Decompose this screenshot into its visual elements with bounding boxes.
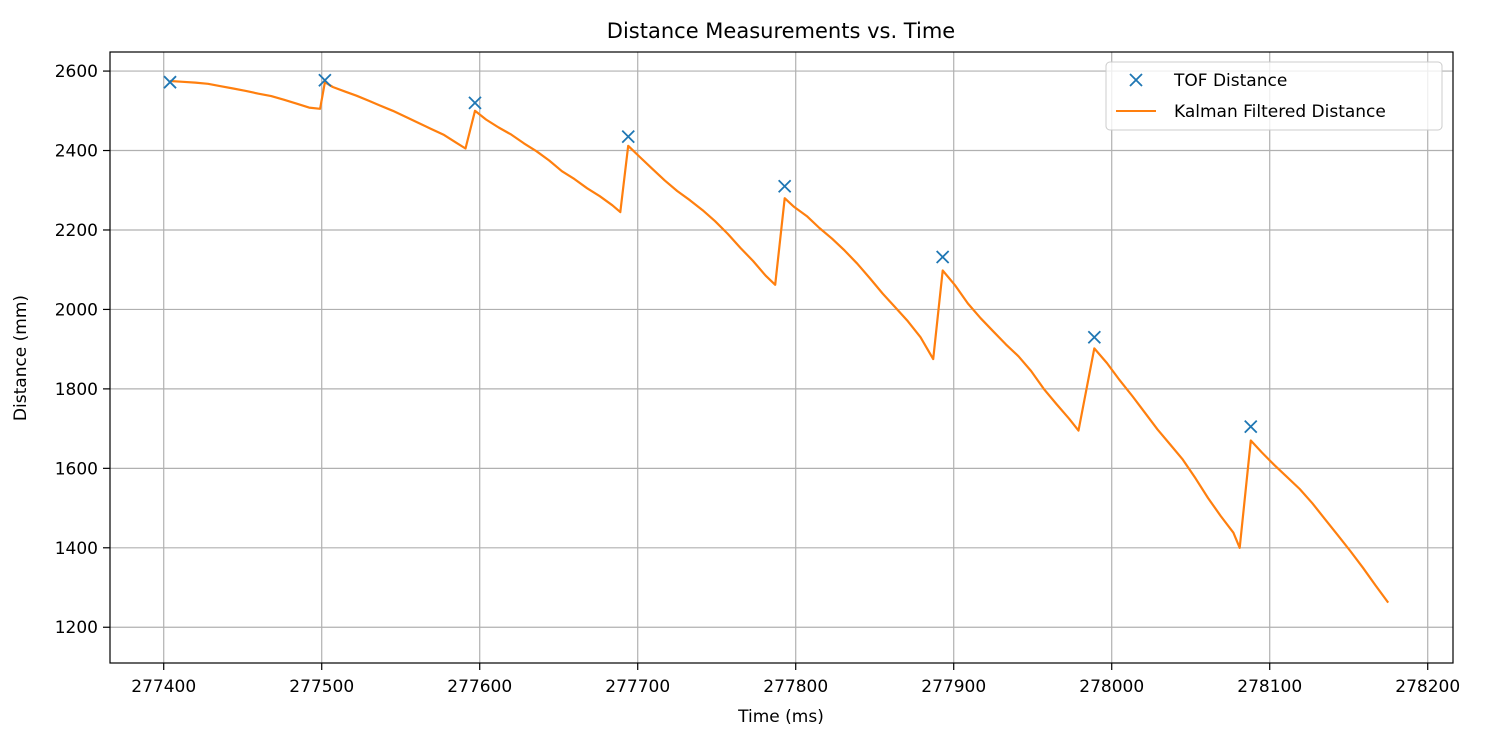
y-tick-label: 1400 [55, 539, 98, 559]
legend-marker-tof [1129, 73, 1143, 87]
x-tick-label: 277600 [447, 677, 512, 697]
chart-title: Distance Measurements vs. Time [607, 19, 955, 43]
x-tick-label: 277700 [605, 677, 670, 697]
tof-data-point [163, 75, 177, 89]
tof-data-point [936, 250, 950, 264]
series-layer [163, 73, 1390, 604]
x-tick-label: 278000 [1079, 677, 1144, 697]
legend: TOF Distance Kalman Filtered Distance [1105, 61, 1443, 131]
y-axis-label: Distance (mm) [11, 295, 31, 421]
legend-label-kalman: Kalman Filtered Distance [1174, 102, 1386, 122]
x-axis-label: Time (ms) [737, 707, 824, 727]
tof-data-point [1087, 330, 1101, 344]
tof-data-point [1244, 419, 1258, 434]
x-tick-label: 278200 [1395, 677, 1460, 697]
legend-x-glyph [1129, 73, 1143, 87]
legend-label-tof: TOF Distance [1173, 71, 1287, 91]
x-tick-label: 277500 [289, 677, 354, 697]
tof-data-point [778, 179, 792, 193]
series-line-kalman [169, 79, 1390, 604]
legend-box [1105, 61, 1443, 131]
y-tick-label: 1600 [55, 459, 98, 479]
x-tick-label: 277400 [131, 677, 196, 697]
y-tick-label: 1200 [55, 618, 98, 638]
y-tick-label: 2200 [55, 221, 98, 241]
y-tick-label: 2400 [55, 142, 98, 162]
tof-data-point [318, 73, 332, 87]
y-tick-label: 1800 [55, 380, 98, 400]
x-tick-label: 278100 [1237, 677, 1302, 697]
grid [110, 52, 1453, 663]
tof-data-point [468, 96, 482, 110]
y-axis-ticks: 1200 1400 1600 1800 2000 2200 2400 2600 [55, 62, 110, 638]
x-axis-ticks: 277400 277500 277600 277700 277800 277900 2780… [131, 663, 1460, 697]
x-tick-label: 277800 [763, 677, 828, 697]
x-tick-label: 277900 [921, 677, 986, 697]
y-tick-label: 2600 [55, 62, 98, 82]
y-tick-label: 2000 [55, 300, 98, 320]
tof-data-point [621, 129, 635, 144]
plot-frame [109, 51, 1454, 664]
